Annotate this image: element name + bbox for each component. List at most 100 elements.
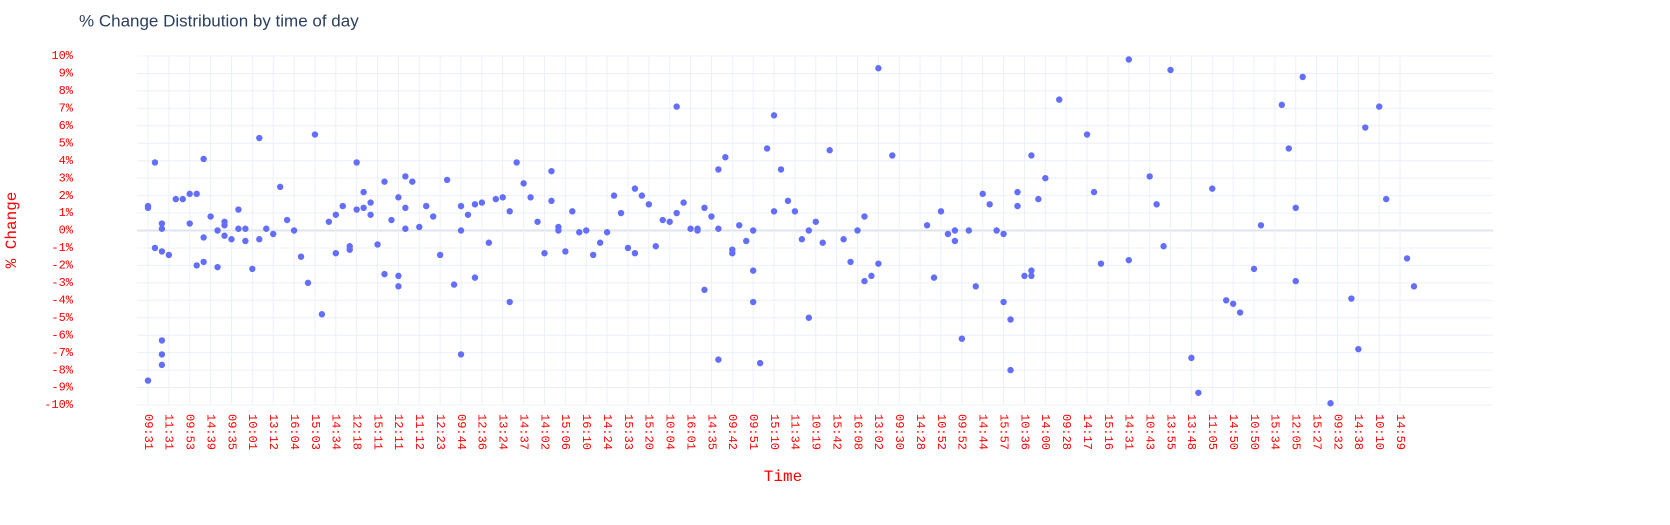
point [1160, 243, 1167, 250]
point [805, 227, 813, 234]
y-tick-label: 7% [59, 102, 74, 116]
y-tick-label: 10% [51, 49, 73, 63]
x-tick-label: 13:48 [1184, 414, 1198, 450]
point [930, 274, 938, 281]
point [972, 283, 979, 290]
point [1362, 124, 1369, 131]
point [1236, 309, 1244, 316]
point [736, 222, 743, 229]
point [791, 208, 799, 215]
point [242, 237, 249, 245]
point [645, 201, 653, 208]
point [179, 195, 186, 203]
y-tick-label: 6% [59, 119, 74, 133]
point [1028, 267, 1035, 274]
x-tick-label: 12:18 [350, 414, 364, 450]
point [729, 249, 736, 257]
point [151, 159, 159, 166]
x-tick-label: 14:34 [329, 414, 343, 450]
point [443, 176, 451, 184]
point [409, 178, 416, 185]
y-tick-label: -6% [51, 328, 73, 342]
point [687, 225, 694, 232]
x-tick-label: 14:24 [600, 414, 614, 450]
point [214, 263, 221, 271]
x-tick-label: 09:44 [454, 414, 468, 450]
point [1292, 204, 1299, 212]
point [485, 239, 493, 246]
point [332, 211, 340, 218]
x-tick-label: 14:44 [976, 414, 990, 450]
point [235, 206, 242, 213]
point [499, 194, 506, 201]
point [951, 227, 959, 234]
point [541, 249, 548, 257]
point [158, 248, 166, 255]
point [242, 225, 249, 232]
point [457, 351, 465, 358]
point [958, 335, 966, 342]
y-axis-title: % Change [3, 192, 21, 269]
x-tick-label: 14:00 [1038, 414, 1052, 450]
point [346, 246, 353, 253]
point [937, 208, 945, 215]
point [193, 262, 200, 269]
point [1188, 354, 1195, 362]
point [367, 211, 374, 218]
y-tick-label: 1% [59, 206, 74, 220]
point [875, 260, 882, 267]
x-tick-label: 14:37 [516, 414, 530, 450]
x-tick-label: 16:01 [683, 414, 697, 450]
point [610, 192, 618, 199]
point [819, 239, 826, 246]
point [353, 159, 360, 166]
y-tick-label: 0% [59, 224, 74, 238]
point [770, 112, 778, 119]
point [402, 225, 409, 232]
point [694, 227, 701, 234]
point [506, 208, 513, 215]
point [221, 222, 228, 229]
point [784, 197, 792, 205]
y-tick-label: 5% [59, 136, 74, 150]
point [381, 178, 388, 185]
point [1000, 230, 1007, 238]
point [548, 197, 555, 205]
x-tick-label: 09:28 [1059, 414, 1073, 450]
grid [137, 55, 1493, 406]
point [513, 159, 520, 166]
point [214, 227, 221, 234]
x-tick-label: 13:12 [266, 414, 280, 450]
y-tick-label: -3% [51, 276, 73, 290]
x-tick-label: 10:52 [934, 414, 948, 450]
point [492, 195, 499, 203]
point [652, 243, 659, 250]
point [659, 216, 666, 224]
point [297, 253, 305, 260]
x-tick-label: 09:52 [955, 414, 969, 450]
point [429, 213, 437, 220]
point [555, 227, 562, 234]
point [249, 265, 256, 273]
x-tick-label: 15:33 [621, 414, 635, 450]
point [749, 227, 757, 234]
point [944, 230, 952, 238]
point [1195, 389, 1202, 396]
point [812, 218, 819, 225]
point [200, 155, 207, 163]
point [1153, 201, 1160, 208]
point [1014, 202, 1021, 210]
point [1125, 256, 1132, 264]
point [1285, 145, 1292, 152]
point [457, 202, 465, 210]
point [576, 229, 583, 236]
y-tick-label: -5% [51, 311, 73, 325]
point [569, 208, 576, 215]
point [158, 225, 166, 232]
point [1028, 152, 1035, 159]
point [1021, 272, 1028, 280]
point [186, 220, 193, 227]
point [402, 204, 409, 212]
point [951, 237, 959, 245]
point [743, 237, 750, 245]
